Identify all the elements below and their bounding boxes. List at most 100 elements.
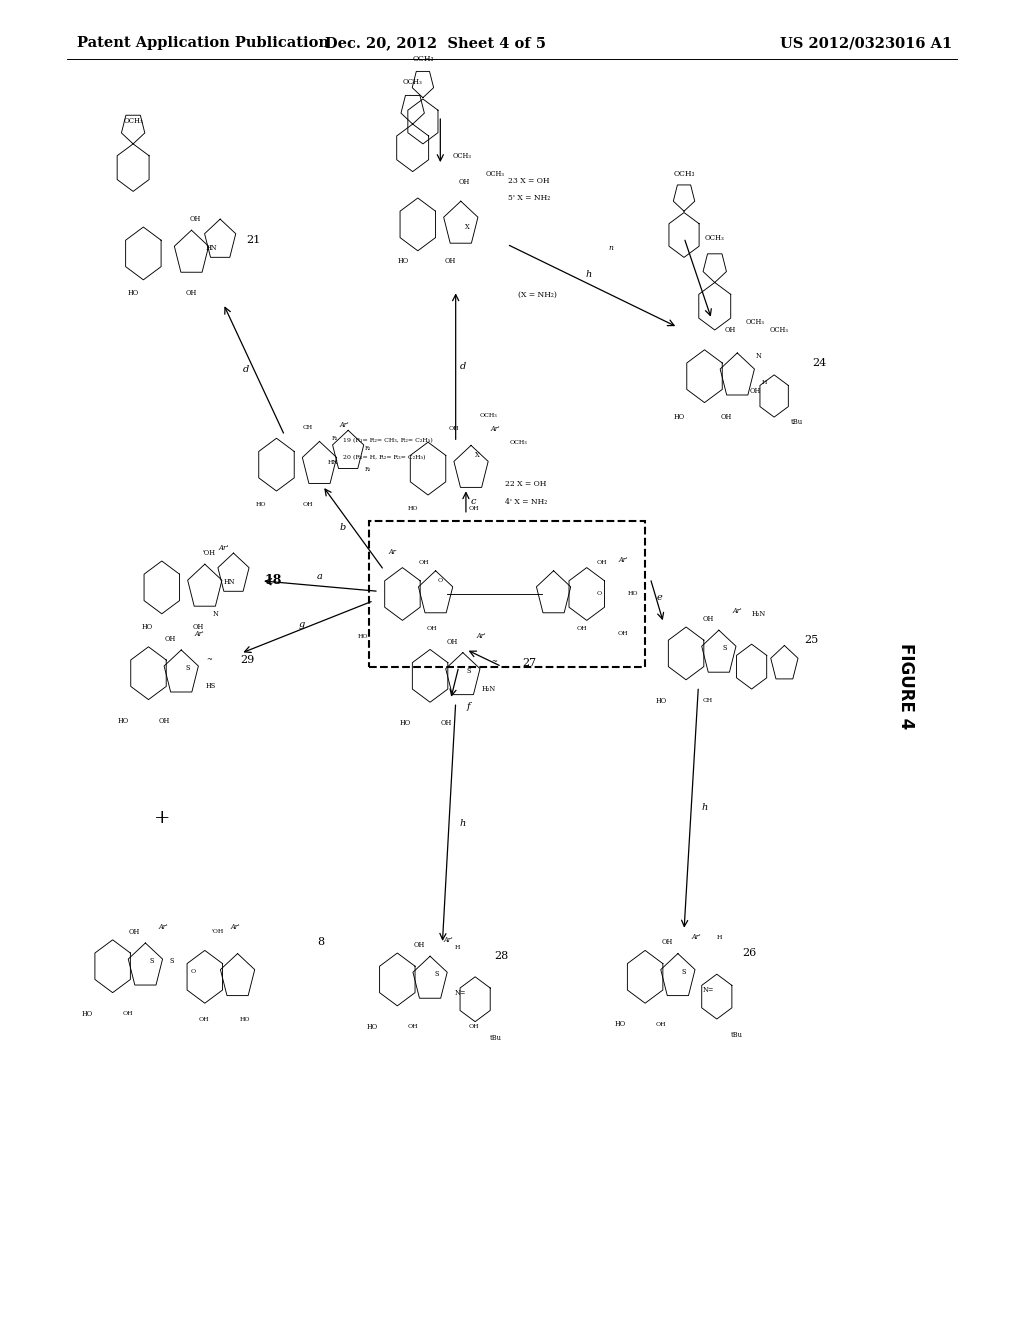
Text: d: d	[243, 366, 249, 374]
Text: OCH₃: OCH₃	[674, 170, 694, 178]
Text: HO: HO	[408, 506, 418, 511]
Text: OCH₃: OCH₃	[413, 55, 433, 63]
Text: OCH₃: OCH₃	[123, 117, 143, 125]
Text: HN: HN	[223, 578, 234, 586]
Text: US 2012/0323016 A1: US 2012/0323016 A1	[780, 36, 952, 50]
Text: HO: HO	[357, 634, 368, 639]
Text: OH: OH	[721, 413, 732, 421]
Text: 8: 8	[317, 937, 325, 948]
Text: 27: 27	[522, 657, 537, 668]
Text: OH: OH	[577, 626, 587, 631]
Text: OH: OH	[199, 1016, 209, 1022]
Text: 20 (R₁= H, R₂= R₃= C₂H₅): 20 (R₁= H, R₂= R₃= C₂H₅)	[343, 455, 426, 461]
Text: H: H	[762, 380, 767, 385]
Text: 22 X = OH: 22 X = OH	[505, 480, 546, 488]
Text: Ar: Ar	[388, 548, 396, 556]
Text: CH: CH	[702, 698, 713, 704]
Text: HO: HO	[141, 623, 153, 631]
Text: ~: ~	[206, 656, 212, 664]
Text: OH: OH	[725, 326, 736, 334]
Text: HO: HO	[614, 1020, 626, 1028]
Text: X: X	[465, 223, 470, 231]
Text: HO: HO	[82, 1010, 93, 1018]
Text: CH: CH	[303, 425, 313, 430]
Text: HO: HO	[674, 413, 685, 421]
Text: Ar': Ar'	[159, 923, 169, 931]
Text: S: S	[434, 970, 438, 978]
Text: O: O	[437, 578, 442, 583]
Text: e: e	[656, 594, 663, 602]
Text: OH: OH	[159, 717, 170, 725]
Text: 24: 24	[812, 358, 826, 368]
Text: h: h	[701, 804, 708, 812]
Text: 'OH: 'OH	[203, 549, 216, 557]
Text: 19 (R₁= R₂= CH₃, R₂= C₂H₅): 19 (R₁= R₂= CH₃, R₂= C₂H₅)	[343, 438, 433, 444]
Text: 23 X = OH: 23 X = OH	[508, 177, 550, 185]
Text: OH: OH	[702, 615, 714, 623]
Text: OH: OH	[123, 1011, 133, 1016]
Text: Ar': Ar'	[230, 923, 241, 931]
Text: 26: 26	[742, 948, 757, 958]
Text: Ar': Ar'	[490, 425, 501, 433]
Text: OH: OH	[597, 560, 607, 565]
Text: b: b	[340, 524, 346, 532]
Text: 18: 18	[264, 574, 282, 587]
Text: (X = NH₂): (X = NH₂)	[518, 290, 557, 298]
Text: HO: HO	[397, 257, 409, 265]
Text: Dec. 20, 2012  Sheet 4 of 5: Dec. 20, 2012 Sheet 4 of 5	[325, 36, 546, 50]
Text: +: +	[154, 809, 170, 828]
Text: Ar': Ar'	[691, 933, 701, 941]
Text: HO: HO	[118, 717, 129, 725]
Text: f: f	[466, 702, 470, 710]
Text: FIGURE 4: FIGURE 4	[897, 643, 915, 730]
Text: h: h	[586, 271, 592, 279]
Text: HO: HO	[367, 1023, 378, 1031]
Text: tBu: tBu	[731, 1031, 743, 1039]
Text: n: n	[609, 244, 613, 252]
Text: OH: OH	[408, 1024, 418, 1030]
Text: OCH₃: OCH₃	[770, 326, 788, 334]
Text: Ar': Ar'	[476, 632, 486, 640]
Text: 5' X = NH₂: 5' X = NH₂	[508, 194, 550, 202]
Text: d: d	[460, 363, 466, 371]
Text: Ar': Ar'	[218, 544, 228, 552]
Text: OH: OH	[414, 941, 425, 949]
Text: OCH₃: OCH₃	[485, 170, 504, 178]
Text: OH: OH	[469, 506, 479, 511]
Text: 29: 29	[241, 655, 255, 665]
Text: N=: N=	[702, 986, 714, 994]
Text: H: H	[455, 945, 460, 950]
Text: X: X	[475, 451, 480, 459]
Text: g: g	[299, 620, 305, 628]
Text: OH: OH	[469, 1024, 479, 1030]
Text: S: S	[170, 957, 174, 965]
Text: S: S	[723, 644, 727, 652]
Text: HN: HN	[328, 459, 338, 465]
Text: N: N	[756, 352, 762, 360]
Text: Ar': Ar'	[732, 607, 742, 615]
Text: OH: OH	[129, 928, 140, 936]
Text: OH: OH	[189, 215, 201, 223]
Text: R₃: R₃	[365, 467, 371, 473]
Text: OH: OH	[440, 719, 452, 727]
Text: HO: HO	[399, 719, 411, 727]
Text: R₂: R₂	[365, 446, 371, 451]
Text: OH: OH	[165, 635, 176, 643]
Text: HO: HO	[628, 591, 638, 597]
Text: h: h	[460, 820, 466, 828]
Text: HO: HO	[128, 289, 139, 297]
Text: ~: ~	[492, 659, 498, 667]
Text: O: O	[597, 591, 602, 597]
Text: Ar': Ar'	[339, 421, 349, 429]
Text: OH: OH	[444, 257, 456, 265]
Text: OCH₃: OCH₃	[402, 78, 423, 86]
Text: S: S	[682, 968, 686, 975]
Text: S: S	[150, 957, 154, 965]
Text: tBu: tBu	[489, 1034, 502, 1041]
Text: OH: OH	[617, 631, 628, 636]
Text: OH: OH	[459, 178, 470, 186]
Text: OCH₃: OCH₃	[510, 440, 527, 445]
Text: tBu: tBu	[791, 418, 803, 426]
Text: S: S	[185, 664, 189, 672]
Text: HS: HS	[206, 682, 216, 690]
